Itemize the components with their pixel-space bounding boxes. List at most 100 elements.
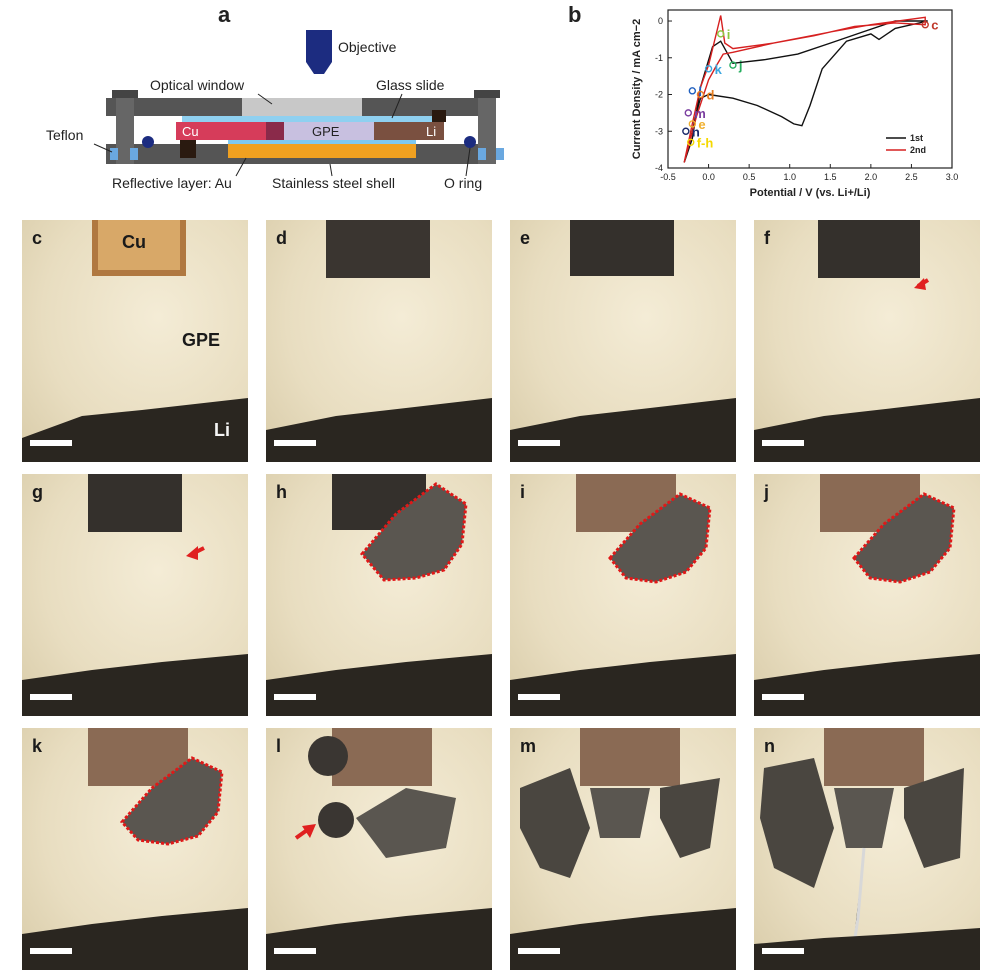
micrograph-k: k	[22, 728, 248, 970]
y-tick-label: 0	[658, 16, 663, 26]
glass-slide	[182, 116, 438, 122]
li-label: Li	[426, 124, 436, 139]
micrograph-d: d	[266, 220, 492, 462]
micrograph-l: l	[266, 728, 492, 970]
teflon-label: Teflon	[46, 127, 83, 143]
panel-letter-f: f	[764, 228, 770, 248]
teflon-left	[110, 148, 118, 160]
scale-bar	[518, 440, 560, 446]
annotation-marker	[687, 138, 695, 146]
optical-window-label: Optical window	[150, 77, 245, 93]
annotation-label: i	[727, 27, 731, 42]
y-axis-label: Current Density / mA cm−2	[631, 19, 643, 160]
micrograph-n: n	[754, 728, 980, 970]
panel-letter-b: b	[568, 2, 581, 27]
cell-diagram-panel: a Objective Cu GPE Li	[40, 0, 560, 200]
x-tick-label: 1.5	[824, 172, 837, 182]
scale-bar	[30, 948, 72, 954]
micrograph-m: m	[510, 728, 736, 970]
micrograph-grid: c Cu GPE Li d e f	[22, 220, 988, 972]
x-tick-label: 1.0	[783, 172, 796, 182]
annotation-marker	[704, 65, 713, 73]
x-tick-label: 0.5	[743, 172, 756, 182]
micrograph-j: j	[754, 474, 980, 716]
micrograph-h: h	[266, 474, 492, 716]
scale-bar	[30, 694, 72, 700]
annotation-label: d	[706, 88, 714, 103]
annotation-label: j	[738, 58, 743, 73]
y-tick-label: -3	[655, 126, 663, 136]
annotation-marker	[688, 120, 697, 128]
panel-letter-n: n	[764, 736, 775, 756]
annotation-marker	[921, 20, 929, 29]
legend-label: 2nd	[910, 145, 926, 155]
gpe-label: GPE	[312, 124, 340, 139]
annotation-marker	[696, 90, 705, 99]
cu-label: Cu	[182, 124, 199, 139]
teflon-right	[478, 148, 486, 160]
x-tick-label: 0.0	[702, 172, 715, 182]
panel-letter-e: e	[520, 228, 531, 248]
cv-chart: b -0.5 0.0 0.5 1.0 1.5 2.0 2.5 3.0 0 -1 -2 -3 -4 Pote…	[568, 2, 959, 199]
panel-letter-c: c	[32, 228, 43, 248]
annotation-marker	[684, 109, 692, 117]
micrograph-i: i	[510, 474, 736, 716]
au-layer	[228, 144, 416, 158]
x-tick-label: 3.0	[946, 172, 959, 182]
o-ring-left	[142, 136, 154, 148]
micrograph-f: f	[754, 220, 980, 462]
scale-bar	[274, 948, 316, 954]
panel-letter-i: i	[520, 482, 526, 502]
right-bolt	[478, 92, 496, 164]
panel-letter-d: d	[276, 228, 287, 248]
scale-bar	[518, 694, 560, 700]
annotation-label: m	[694, 106, 706, 121]
annotation-marker	[717, 30, 725, 38]
stainless-shell-label: Stainless steel shell	[272, 175, 395, 191]
micrograph-g: g	[22, 474, 248, 716]
cu-electrode	[176, 122, 266, 140]
y-tick-label: -4	[655, 163, 663, 173]
cell-diagram: a Objective Cu GPE Li	[46, 2, 504, 191]
gpe-micro-label: GPE	[182, 330, 221, 350]
glass-slide-label: Glass slide	[376, 77, 445, 93]
gpe-layer	[284, 122, 374, 140]
annotation-label: n	[692, 124, 700, 139]
x-tick-label: 2.5	[905, 172, 918, 182]
series-line-1st	[683, 20, 928, 163]
panel-letter-l: l	[276, 736, 282, 756]
o-ring-label: O ring	[444, 175, 482, 191]
y-tick-label: -1	[655, 53, 663, 63]
legend-label: 1st	[910, 133, 923, 143]
plot-frame	[667, 9, 953, 169]
reflective-layer-label: Reflective layer: Au	[112, 175, 232, 191]
annotation-label: k	[715, 62, 723, 77]
scale-bar	[762, 440, 804, 446]
scale-bar	[518, 948, 560, 954]
panel-letter-g: g	[32, 482, 43, 502]
objective-icon	[306, 30, 332, 74]
series-line-2nd	[683, 15, 926, 163]
micrograph-e: e	[510, 220, 736, 462]
li-micro-label: Li	[214, 420, 230, 440]
annotation-marker	[729, 61, 737, 69]
scale-bar	[762, 948, 804, 954]
panel-letter-j: j	[764, 482, 770, 502]
annotation-marker	[682, 127, 690, 135]
x-tick-label: 2.0	[865, 172, 878, 182]
objective-label: Objective	[338, 39, 397, 55]
x-axis-label: Potential / V (vs. Li+/Li)	[750, 187, 871, 199]
panel-letter-h: h	[276, 482, 287, 502]
y-tick-label: -2	[655, 90, 663, 100]
annotation-marker	[688, 87, 697, 95]
micrograph-c: c Cu GPE Li	[22, 220, 248, 462]
cu-micro-label: Cu	[122, 232, 146, 252]
scale-bar	[274, 694, 316, 700]
reflective-au	[228, 140, 416, 144]
cv-chart-panel: b -0.5 0.0 0.5 1.0 1.5 2.0 2.5 3.0 0 -1 -2 -3 -4 Pote…	[560, 0, 1000, 210]
panel-letter-a: a	[218, 2, 231, 27]
o-ring-right	[464, 136, 476, 148]
panel-letter-m: m	[520, 736, 537, 756]
scale-bar	[30, 440, 72, 446]
annotation-label: c	[931, 18, 938, 33]
